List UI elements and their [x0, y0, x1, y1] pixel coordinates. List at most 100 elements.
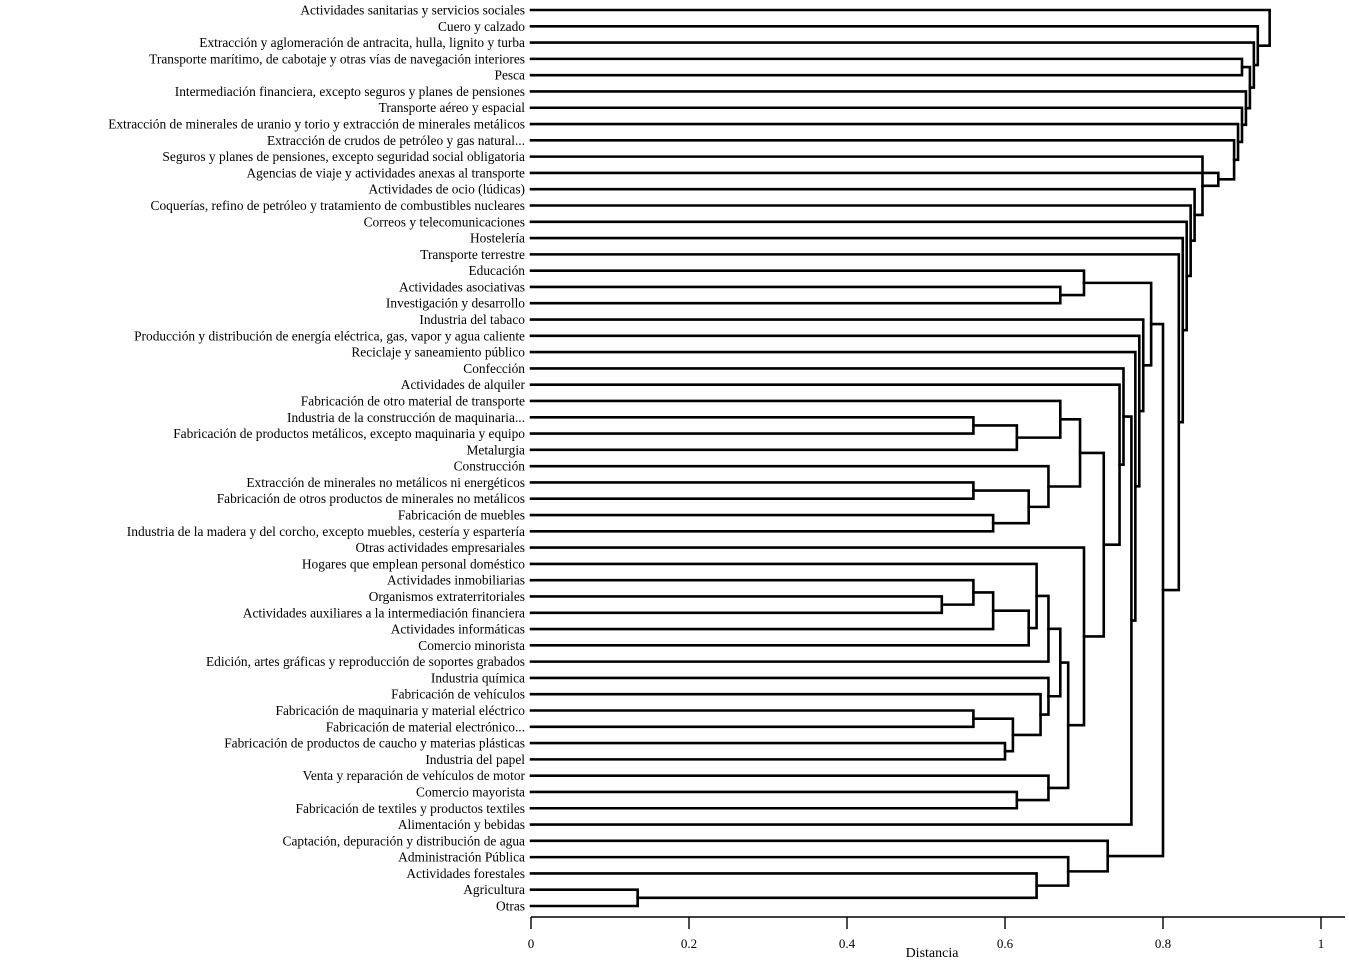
dendrogram-link [529, 692, 1042, 737]
dendrogram-link [529, 187, 1196, 243]
leaf-label: Fabricación de textiles y productos text… [296, 801, 525, 816]
leaf-label: Actividades forestales [406, 866, 525, 881]
dendrogram-link [529, 285, 1062, 305]
dendrogram-link [1047, 627, 1062, 698]
leaf-label: Fabricación de maquinaria y material elé… [276, 703, 526, 718]
dendrogram-link [529, 481, 975, 501]
dendrogram-link [529, 591, 995, 631]
leaf-label: Industria del papel [425, 752, 525, 767]
leaf-label: Actividades de alquiler [401, 377, 526, 392]
leaf-label: Investigación y desarrollo [386, 296, 525, 311]
leaf-label: Confección [463, 361, 525, 376]
leaf-label: Fabricación de productos de caucho y mat… [224, 736, 525, 751]
leaf-label: Pesca [495, 68, 526, 83]
leaf-label: Administración Pública [398, 850, 525, 865]
leaf-label: Transporte aéreo y espacial [379, 100, 526, 115]
x-tick-label: 0.6 [997, 936, 1014, 951]
leaf-label: Extracción y aglomeración de antracita, … [199, 35, 525, 50]
dendrogram-link [529, 171, 1220, 188]
dendrogram-link [529, 57, 1244, 77]
leaf-label: Industria de la construcción de maquinar… [287, 410, 525, 425]
leaf-label: Fabricación de vehículos [391, 687, 525, 702]
leaf-label: Extracción de crudos de petróleo y gas n… [267, 133, 525, 148]
leaf-label: Industria de la madera y del corcho, exc… [127, 524, 525, 539]
dendrogram-link [529, 424, 1019, 452]
leaf-label: Actividades auxiliares a la intermediaci… [243, 605, 525, 620]
dendrogram-link [529, 709, 975, 729]
leaf-label: Captación, depuración y distribución de … [283, 833, 526, 848]
leaf-label: Hogares que emplean personal doméstico [302, 556, 525, 571]
dendrogram-link [529, 513, 995, 533]
dendrogram-link [529, 774, 1050, 802]
leaf-label: Metalurgia [466, 442, 525, 457]
leaf-label: Agencias de viaje y actividades anexas a… [247, 165, 526, 180]
dendrogram-link [529, 595, 944, 615]
dendrogram-link [529, 8, 1271, 47]
dendrogram-link [972, 717, 1015, 753]
leaf-label: Reciclaje y saneamiento público [351, 345, 525, 360]
leaf-label: Actividades sanitarias y servicios socia… [300, 3, 525, 18]
leaf-label: Seguros y planes de pensiones, excepto s… [162, 149, 525, 164]
leaf-label: Venta y reparación de vehículos de motor [303, 768, 526, 783]
dendrogram-link [529, 334, 1141, 488]
leaf-label: Alimentación y bebidas [398, 817, 525, 832]
x-axis-title: Distancia [906, 946, 960, 961]
leaf-label: Coquerías, refino de petróleo y tratamie… [151, 198, 525, 213]
dendrogram-link [529, 253, 1181, 592]
dendrogram-link [529, 888, 639, 908]
leaf-label: Fabricación de otros productos de minera… [217, 491, 525, 506]
dendrogram-branches [529, 8, 1271, 908]
dendrogram-link [529, 383, 1121, 546]
dendrogram-link [529, 122, 1240, 162]
x-axis: 0 0.2 0.4 0.6 0.8 1 [528, 916, 1345, 951]
leaf-label: Producción y distribución de energía elé… [134, 328, 525, 343]
dendrogram-link [529, 204, 1192, 278]
x-tick-label: 0 [528, 936, 535, 951]
leaf-label: Actividades informáticas [391, 622, 525, 637]
x-tick-label: 0.4 [839, 936, 856, 951]
leaf-label: Otras actividades empresariales [355, 540, 525, 555]
leaf-label: Cuero y calzado [438, 19, 525, 34]
dendrogram-link [529, 741, 1007, 761]
leaf-label: Comercio minorista [418, 638, 525, 653]
dendrogram-link [529, 415, 975, 435]
dendrogram-link [529, 546, 1086, 727]
leaf-label: Agricultura [463, 882, 525, 897]
dendrogram-link [529, 872, 1038, 900]
leaf-label: Actividades de ocio (lúdicas) [368, 182, 525, 197]
dendrogram-link [529, 399, 1062, 439]
leaf-label: Organismos extraterritoriales [369, 589, 525, 604]
leaf-label: Actividades asociativas [399, 279, 525, 294]
leaf-label: Construcción [454, 459, 526, 474]
x-tick-label: 0.2 [681, 936, 697, 951]
dendrogram-link [529, 464, 1050, 509]
leaf-label: Fabricación de material electrónico... [326, 719, 525, 734]
dendrogram-link [529, 790, 1019, 810]
dendrogram-link [529, 855, 1070, 887]
leaf-label: Correos y telecomunicaciones [364, 214, 525, 229]
x-tick-label: 1 [1318, 936, 1325, 951]
dendrogram-link [529, 318, 1145, 413]
dendrogram-link [1047, 418, 1082, 488]
dendrogram-link [1047, 661, 1070, 790]
leaf-label: Hostelería [470, 231, 525, 246]
leaf-label: Extracción de minerales de uranio y tori… [108, 117, 525, 132]
leaf-label: Comercio mayorista [416, 784, 525, 799]
leaf-label: Edición, artes gráficas y reproducción d… [206, 654, 525, 669]
leaf-label: Extracción de minerales no metálicos ni … [246, 475, 525, 490]
leaf-label: Educación [468, 263, 525, 278]
dendrogram-link [529, 415, 1133, 826]
leaf-labels: Actividades sanitarias y servicios socia… [108, 3, 525, 914]
x-tick-label: 0.8 [1155, 936, 1171, 951]
leaf-label: Transporte terrestre [420, 247, 525, 262]
leaf-label: Otras [496, 899, 525, 914]
leaf-label: Fabricación de otro material de transpor… [301, 393, 525, 408]
leaf-label: Industria química [431, 670, 525, 685]
leaf-label: Fabricación de productos metálicos, exce… [173, 426, 525, 441]
dendrogram-link [972, 489, 1030, 525]
dendrogram-link [529, 269, 1086, 297]
leaf-label: Intermediación financiera, excepto segur… [175, 84, 525, 99]
leaf-label: Actividades inmobiliarias [387, 573, 525, 588]
leaf-label: Transporte marítimo, de cabotaje y otras… [149, 51, 525, 66]
